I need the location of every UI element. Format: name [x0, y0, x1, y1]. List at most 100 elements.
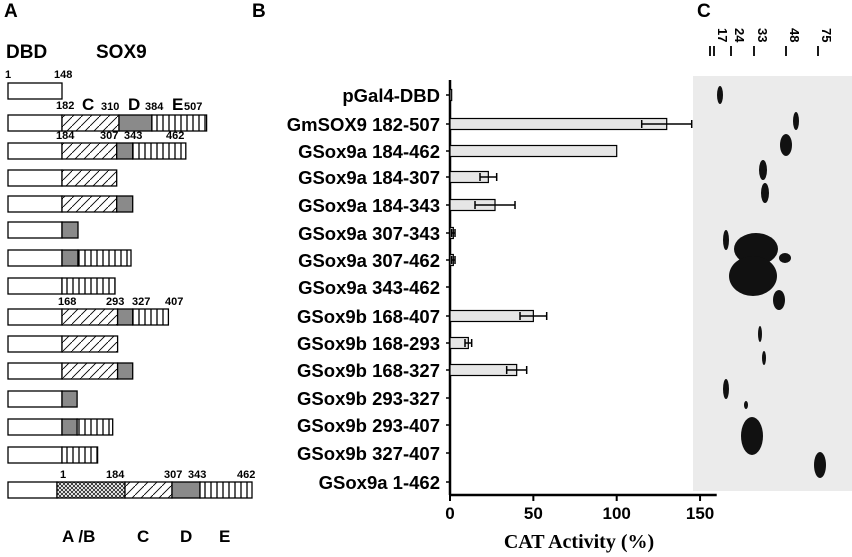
position-label: 507 — [184, 101, 202, 113]
dbd-start-number: 1 — [5, 69, 11, 81]
gel-band — [759, 160, 767, 180]
position-label: D — [128, 95, 140, 114]
domain-d-segment — [116, 142, 134, 160]
category-label: GSox9b 327-407 — [297, 443, 440, 464]
category-label: GSox9a 1-462 — [319, 472, 440, 493]
construct-row — [7, 481, 253, 499]
mw-marker-label: 48 — [787, 28, 802, 42]
bar — [449, 88, 453, 102]
panel-c-letter: C — [697, 1, 711, 22]
gel-band — [741, 417, 763, 455]
construct-row — [7, 195, 134, 213]
construct-row — [7, 308, 170, 326]
position-label: 184 — [56, 130, 75, 142]
domain-d-segment — [61, 221, 79, 239]
gel-band — [814, 452, 826, 478]
panel-b: B 0 50 100 150 pGal4-DBD GmSOX9 182-507 GSox9a… — [252, 1, 717, 553]
domain-legend-ab: A /B — [62, 527, 95, 546]
category-label: GSox9b 168-293 — [297, 333, 440, 354]
domain-d-segment — [118, 114, 153, 132]
x-tick-label: 150 — [686, 504, 714, 523]
bar — [449, 117, 668, 131]
sox9-header: SOX9 — [96, 42, 147, 63]
mw-markers: 17 24 33 48 75 — [709, 28, 834, 56]
gel-band — [780, 134, 792, 156]
mw-marker-label: 24 — [732, 28, 747, 43]
domain-e-segment — [199, 481, 253, 499]
category-label: GSox9b 168-327 — [297, 360, 440, 381]
category-label: GSox9b 293-327 — [297, 388, 440, 409]
domain-c-segment — [61, 114, 120, 132]
panel-b-letter: B — [252, 1, 266, 22]
domain-c-segment — [61, 169, 118, 187]
dbd-segment — [7, 249, 63, 267]
domain-d-segment — [171, 481, 201, 499]
dbd-segment — [7, 308, 63, 326]
construct-row — [7, 418, 114, 436]
mw-marker-label: 33 — [755, 28, 770, 42]
category-label: GSox9a 343-462 — [298, 277, 440, 298]
gel-band — [723, 230, 729, 250]
mw-marker-label: 17 — [715, 28, 730, 42]
category-label: GSox9a 184-307 — [298, 167, 440, 188]
dbd-segment — [7, 82, 63, 100]
gel-band — [762, 351, 766, 365]
dbd-end-number: 148 — [54, 69, 72, 81]
dbd-segment — [7, 390, 63, 408]
gel-band — [734, 233, 778, 265]
position-label: 310 — [101, 101, 119, 113]
position-label: 343 — [188, 469, 206, 481]
domain-c-segment — [61, 195, 118, 213]
gel-band — [717, 86, 723, 104]
dbd-header: DBD — [6, 42, 47, 63]
dbd-segment — [7, 362, 63, 380]
gel-band — [793, 112, 799, 130]
category-label: pGal4-DBD — [342, 85, 440, 106]
position-label: 462 — [166, 130, 184, 142]
dbd-segment — [7, 418, 63, 436]
domain-c-segment — [61, 335, 119, 353]
domain-legend-c: C — [137, 527, 149, 546]
position-numbers: 182 C 310 D 384 E 507 184 307 343 462 168 293 327 407 1… — [56, 95, 255, 481]
position-label: 462 — [237, 469, 255, 481]
construct-row — [7, 446, 99, 464]
dbd-segment — [7, 195, 63, 213]
position-label: 327 — [132, 296, 150, 308]
position-label: 307 — [164, 469, 182, 481]
position-label: 184 — [106, 469, 125, 481]
construct-row — [7, 169, 118, 187]
category-label: GmSOX9 182-507 — [287, 114, 440, 135]
x-tick-label: 100 — [603, 504, 631, 523]
dbd-segment — [7, 277, 63, 295]
gel-band — [723, 379, 729, 399]
dbd-segment — [7, 481, 58, 499]
construct-row — [7, 142, 187, 160]
construct-row — [7, 82, 63, 100]
domain-e-segment — [77, 249, 132, 267]
position-label: 293 — [106, 296, 124, 308]
construct-diagrams — [7, 82, 253, 499]
bar-chart: 0 50 100 150 pGal4-DBD GmSOX9 182-507 GSox9a 1… — [287, 80, 717, 523]
construct-row — [7, 221, 79, 239]
domain-d-segment — [61, 390, 78, 408]
x-axis-label: CAT Activity (%) — [504, 531, 654, 553]
gel-band — [758, 326, 762, 342]
dbd-segment — [7, 169, 63, 187]
domain-legend-e: E — [219, 527, 230, 546]
domain-e-segment — [132, 142, 187, 160]
position-label: 1 — [60, 469, 66, 481]
domain-e-segment — [61, 277, 116, 295]
dbd-segment — [7, 335, 63, 353]
gel-band — [744, 401, 748, 409]
dbd-segment — [7, 114, 63, 132]
position-label: C — [82, 95, 94, 114]
gel-band — [779, 253, 791, 263]
dbd-segment — [7, 446, 63, 464]
domain-ab-segment — [56, 481, 126, 499]
dbd-segment — [7, 142, 63, 160]
panel-a-letter: A — [4, 1, 18, 22]
domain-c-segment — [61, 308, 119, 326]
category-label: GSox9b 293-407 — [297, 415, 440, 436]
